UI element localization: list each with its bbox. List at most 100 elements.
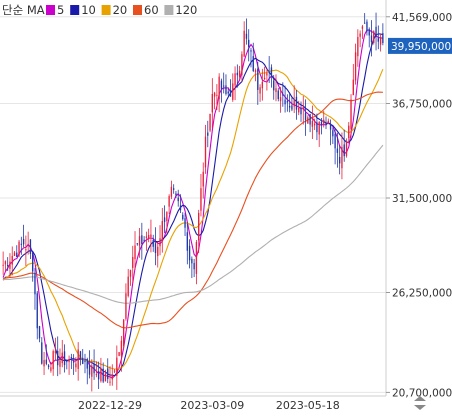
candle	[161, 207, 163, 253]
candle	[82, 348, 84, 365]
candle	[84, 353, 86, 374]
candle	[118, 351, 120, 357]
candle	[68, 355, 70, 375]
candle	[345, 138, 348, 158]
current-price-label: 39,950,000	[391, 41, 451, 53]
axis-scroll-handle-icon[interactable]	[414, 396, 426, 410]
candle	[241, 51, 243, 82]
candle	[352, 63, 354, 96]
candle	[100, 357, 102, 383]
candle	[93, 349, 95, 380]
candle	[168, 194, 170, 215]
candle	[29, 239, 32, 259]
candle	[354, 43, 357, 85]
candle	[368, 27, 370, 48]
candle	[86, 357, 88, 385]
candle	[54, 337, 57, 361]
candle	[154, 227, 157, 266]
candle	[320, 118, 323, 135]
candle	[273, 74, 275, 100]
legend-item-ma-5: 5	[46, 3, 64, 17]
candle	[213, 91, 216, 110]
candle	[270, 64, 273, 88]
candle	[268, 56, 270, 84]
candle	[302, 95, 304, 125]
legend-item-ma-20: 20	[101, 3, 127, 17]
candle	[52, 349, 54, 376]
candle	[184, 212, 186, 236]
candle	[377, 25, 379, 50]
candle	[4, 260, 7, 272]
candle	[182, 212, 184, 221]
candle	[254, 68, 257, 82]
candle	[2, 251, 4, 275]
candle	[116, 345, 118, 390]
candle	[186, 222, 188, 265]
candle	[382, 23, 384, 46]
candle	[166, 211, 168, 234]
ma-120-line	[3, 144, 384, 304]
candle	[223, 72, 225, 94]
axes: 41,569,000 36,750,000 31,500,000 26,250,000…	[78, 12, 452, 412]
candle	[22, 224, 25, 248]
candle	[107, 358, 109, 384]
candle	[202, 162, 204, 199]
candle	[261, 68, 264, 101]
current-price-box	[388, 37, 452, 54]
candle	[334, 129, 336, 165]
candle	[16, 245, 18, 258]
candle	[175, 191, 177, 198]
candle	[216, 84, 218, 111]
candle	[332, 127, 334, 145]
candle	[159, 225, 161, 256]
candle	[295, 89, 298, 120]
candle	[375, 12, 377, 51]
candle	[63, 344, 66, 373]
candle	[318, 121, 320, 147]
candle	[307, 115, 309, 124]
candle	[104, 369, 107, 382]
candle	[72, 354, 75, 375]
y-tick-label: 36,750,000	[392, 99, 452, 111]
candle	[18, 240, 20, 258]
candle	[263, 66, 266, 81]
candle	[127, 268, 129, 298]
candle	[13, 250, 16, 257]
candle	[366, 19, 368, 36]
candle	[282, 82, 284, 107]
candle	[136, 243, 138, 246]
candle	[9, 253, 11, 279]
candle	[172, 184, 175, 194]
candle	[145, 231, 148, 251]
candle	[243, 21, 245, 57]
candle	[70, 353, 73, 370]
candle	[57, 336, 59, 377]
candle	[279, 86, 282, 113]
candle	[45, 344, 48, 366]
candle	[7, 257, 9, 272]
candle	[193, 258, 195, 278]
ma-20-line	[2, 68, 384, 370]
candle	[316, 113, 318, 141]
legend-item-ma-10: 10	[70, 3, 96, 17]
candle	[41, 337, 43, 365]
candle	[313, 118, 316, 131]
candle	[220, 78, 223, 103]
candle	[170, 180, 173, 200]
candle	[177, 189, 179, 207]
candle	[59, 348, 61, 375]
candle	[329, 119, 332, 146]
x-tick-label: 2023-03-09	[180, 399, 244, 412]
candle	[122, 319, 125, 350]
candle	[209, 113, 211, 133]
candle	[141, 222, 143, 260]
candle	[218, 73, 220, 113]
candle	[109, 366, 111, 386]
candle	[36, 290, 38, 340]
candle	[259, 84, 261, 102]
candle	[309, 113, 311, 133]
candle	[252, 42, 254, 73]
candle	[234, 66, 236, 101]
candle	[27, 231, 29, 255]
